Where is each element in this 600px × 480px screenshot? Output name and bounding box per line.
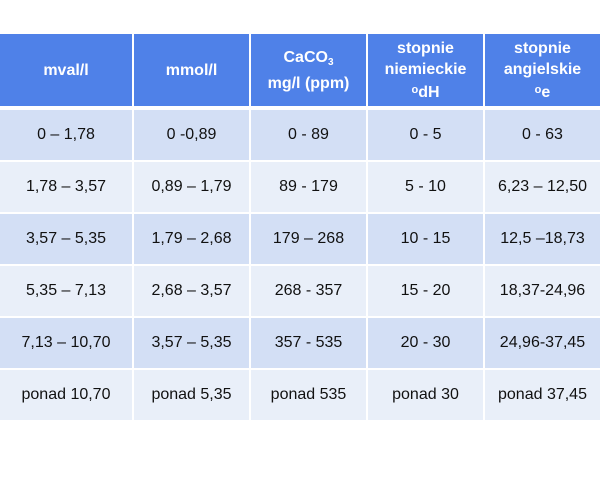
table-cell: 5,35 – 7,13 <box>0 265 134 318</box>
table-row: 1,78 – 3,57 0,89 – 1,79 89 - 179 5 - 10 … <box>0 161 600 214</box>
table-cell: 0 – 1,78 <box>0 108 134 162</box>
header-caco3-unit: mg/l (ppm) <box>267 74 350 92</box>
table-cell: ponad 30 <box>367 369 485 422</box>
table-cell: 3,57 – 5,35 <box>133 317 251 370</box>
header-mval-label: mval/l <box>43 61 89 79</box>
table-cell: 0 - 5 <box>367 108 485 162</box>
table-cell: 24,96-37,45 <box>484 317 600 370</box>
table-cell: 89 - 179 <box>250 161 368 214</box>
table-cell: 7,13 – 10,70 <box>0 317 134 370</box>
header-german-unit: dH <box>418 83 440 101</box>
table-body: 0 – 1,78 0 -0,89 0 - 89 0 - 5 0 - 63 1,7… <box>0 108 600 422</box>
table-cell: 268 - 357 <box>250 265 368 318</box>
table-cell: ponad 37,45 <box>484 369 600 422</box>
header-german-unit-line: odH <box>370 80 481 103</box>
table-cell: 12,5 –18,73 <box>484 213 600 266</box>
table-cell: 357 - 535 <box>250 317 368 370</box>
table-cell: 0,89 – 1,79 <box>133 161 251 214</box>
table-cell: 1,79 – 2,68 <box>133 213 251 266</box>
table-cell: 179 – 268 <box>250 213 368 266</box>
water-hardness-table: mval/l mmol/l CaCO3 mg/l (ppm) stopnie n… <box>0 34 600 422</box>
header-english-degrees: stopnie angielskie oe <box>484 34 600 110</box>
table-cell: 18,37-24,96 <box>484 265 600 318</box>
table-cell: 1,78 – 3,57 <box>0 161 134 214</box>
header-english-unit-line: oe <box>487 80 598 103</box>
table-cell: 20 - 30 <box>367 317 485 370</box>
table-cell: ponad 10,70 <box>0 369 134 422</box>
header-english-line2: angielskie <box>503 60 582 78</box>
header-german-line1: stopnie <box>397 39 454 57</box>
table-header: mval/l mmol/l CaCO3 mg/l (ppm) stopnie n… <box>0 34 600 110</box>
header-german-degrees: stopnie niemieckie odH <box>367 34 485 110</box>
header-caco3-formula: CaCO3 <box>253 47 364 73</box>
table-cell: 3,57 – 5,35 <box>0 213 134 266</box>
table-cell: 15 - 20 <box>367 265 485 318</box>
table-cell: 0 -0,89 <box>133 108 251 162</box>
header-mmol: mmol/l <box>133 34 251 110</box>
table-cell: 6,23 – 12,50 <box>484 161 600 214</box>
header-german-degree: o <box>411 83 419 96</box>
header-mval: mval/l <box>0 34 134 110</box>
table-cell: 0 - 63 <box>484 108 600 162</box>
header-caco3-chem: CaCO <box>283 48 328 66</box>
header-caco3-subscript: 3 <box>327 56 334 68</box>
header-english-line1: stopnie <box>514 39 571 57</box>
header-mmol-label: mmol/l <box>165 61 218 79</box>
header-caco3: CaCO3 mg/l (ppm) <box>250 34 368 110</box>
header-row: mval/l mmol/l CaCO3 mg/l (ppm) stopnie n… <box>0 34 600 110</box>
header-english-degree: o <box>534 83 542 96</box>
table-cell: 2,68 – 3,57 <box>133 265 251 318</box>
header-german-line2: niemieckie <box>384 60 467 78</box>
table-cell: 10 - 15 <box>367 213 485 266</box>
table-cell: 0 - 89 <box>250 108 368 162</box>
table-row: 5,35 – 7,13 2,68 – 3,57 268 - 357 15 - 2… <box>0 265 600 318</box>
table-row: ponad 10,70 ponad 5,35 ponad 535 ponad 3… <box>0 369 600 422</box>
table-cell: ponad 535 <box>250 369 368 422</box>
table-cell: 5 - 10 <box>367 161 485 214</box>
table-row: 0 – 1,78 0 -0,89 0 - 89 0 - 5 0 - 63 <box>0 108 600 162</box>
table-cell: ponad 5,35 <box>133 369 251 422</box>
header-english-unit: e <box>541 83 551 101</box>
table-row: 3,57 – 5,35 1,79 – 2,68 179 – 268 10 - 1… <box>0 213 600 266</box>
table-row: 7,13 – 10,70 3,57 – 5,35 357 - 535 20 - … <box>0 317 600 370</box>
